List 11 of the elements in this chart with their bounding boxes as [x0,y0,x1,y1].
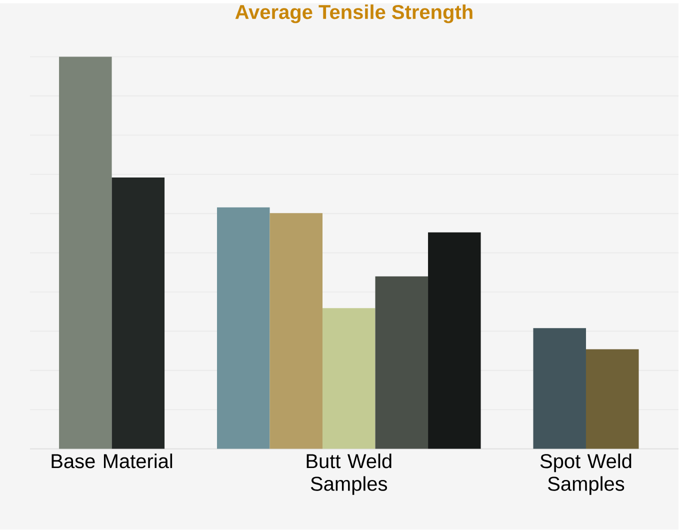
bar [428,232,481,449]
x-tick-label: Spot Weld Samples [540,454,632,495]
bar [59,56,112,449]
bar [112,178,165,449]
bar [322,308,376,449]
chart-title: Average Tensile Strength [235,4,472,24]
bar [533,328,586,449]
bar [586,349,639,449]
bar [375,276,428,449]
x-tick-label: Base Material [52,454,172,468]
x-tick-label: Butt Weld Samples [306,454,392,495]
